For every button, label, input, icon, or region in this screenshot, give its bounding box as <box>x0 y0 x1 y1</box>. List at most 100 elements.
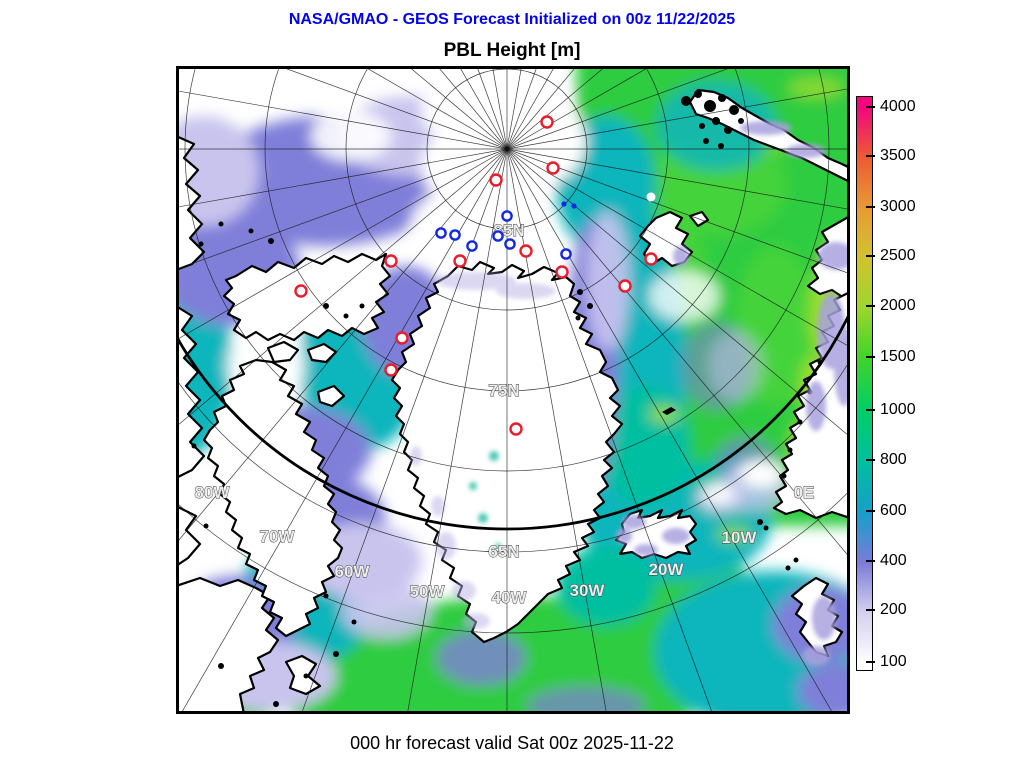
tick-mark <box>866 459 875 461</box>
coast-island <box>284 654 322 696</box>
valid-time-caption: 000 hr forecast valid Sat 00z 2025-11-22 <box>350 733 674 753</box>
meridian-line <box>506 148 849 210</box>
geo-label-20w: 20W <box>649 560 685 579</box>
coast-baffin <box>202 358 344 638</box>
meridian-line <box>506 148 849 274</box>
station-marker-red <box>395 331 409 345</box>
station-marker-blue <box>504 238 516 250</box>
colorbar-tick-label: 200 <box>880 601 907 618</box>
meridian-line <box>506 67 734 150</box>
meridian-line <box>280 67 508 150</box>
colorbar-tick: 600 <box>866 502 907 520</box>
colorbar-tick: 4000 <box>866 98 916 116</box>
meridian-line <box>177 90 508 150</box>
meridian-line <box>180 148 508 713</box>
meridian-line <box>506 88 849 150</box>
coast-bylot <box>316 384 346 408</box>
colorbar-tick: 2500 <box>866 247 916 265</box>
geo-label-10w: 10W <box>722 528 758 547</box>
meridian-line <box>177 148 508 340</box>
meridian-line <box>506 148 607 713</box>
meridian-line <box>177 148 508 543</box>
colorbar-tick-label: 600 <box>880 502 907 519</box>
meridian-line <box>506 148 849 437</box>
station-marker-red <box>489 173 503 187</box>
coast-ellesmere <box>222 252 392 342</box>
meridian-line <box>408 67 508 150</box>
station-markers <box>294 115 658 436</box>
init-subtitle: NASA/GMAO - GEOS Forecast Initialized on… <box>288 11 736 28</box>
tick-mark <box>866 661 875 663</box>
geo-label-40w: 40W <box>492 588 528 607</box>
geo-label-75n: 75N <box>488 381 519 400</box>
colorbar-ticks: 4000 3500 3000 2500 2000 1500 1000 800 600 400 200… <box>861 96 981 670</box>
geo-label-70w: 70W <box>260 527 296 546</box>
forecast-map: 85N 75N 65N 80W 70W 60W 50W 40W 30W 20W 10W 0E <box>176 66 850 714</box>
colorbar-tick: 800 <box>866 451 907 469</box>
colorbar-tick: 400 <box>866 552 907 570</box>
meridian-line <box>177 148 508 270</box>
station-marker-red <box>453 254 467 268</box>
colorbar <box>856 96 873 671</box>
tick-mark <box>866 609 875 611</box>
station-marker-blue <box>466 240 478 252</box>
station-marker-blue <box>449 229 461 241</box>
colorbar-tick-label: 4000 <box>880 98 916 115</box>
geo-label-65n: 65N <box>488 542 519 561</box>
station-marker-red <box>384 254 398 268</box>
coast-devon <box>266 340 300 364</box>
station-marker-red <box>384 363 398 377</box>
station-marker-red <box>618 279 632 293</box>
colorbar-tick-label: 800 <box>880 451 907 468</box>
geo-label-80w: 80W <box>195 483 231 502</box>
colorbar-tick: 1000 <box>866 401 916 419</box>
tick-mark <box>866 255 875 257</box>
coast-mainland <box>177 576 280 713</box>
geo-label-60w: 60W <box>335 562 371 581</box>
colorbar-tick-label: 1000 <box>880 401 916 418</box>
colorbar-tick-label: 2000 <box>880 297 916 314</box>
colorbar-tick: 200 <box>866 601 907 619</box>
meridian-line <box>506 67 606 150</box>
tick-mark <box>866 155 875 157</box>
meridian-line <box>407 148 508 713</box>
coast-novaya-zemlya <box>688 88 849 183</box>
tick-mark <box>866 560 875 562</box>
meridian-line <box>364 67 508 150</box>
station-marker-red <box>555 265 569 279</box>
tick-mark <box>866 510 875 512</box>
graticule <box>177 67 849 713</box>
colorbar-tick-label: 3000 <box>880 198 916 215</box>
meridian-line <box>506 67 650 150</box>
colorbar-tick-label: 400 <box>880 552 907 569</box>
station-marker-dot <box>571 203 577 209</box>
tick-mark <box>866 409 875 411</box>
station-marker-dot <box>561 201 567 207</box>
colorbar-tick: 1500 <box>866 348 916 366</box>
colorbar-tick-label: 1500 <box>880 348 916 365</box>
pole-point <box>504 146 510 152</box>
arctic-circle <box>177 311 849 531</box>
geo-label-0e: 0E <box>794 483 815 502</box>
station-marker-blue <box>560 248 572 260</box>
coast-left-strip <box>177 505 202 567</box>
meridian-line <box>177 148 508 208</box>
colorbar-tick: 2000 <box>866 297 916 315</box>
station-marker-red <box>540 115 554 129</box>
tick-mark <box>866 106 875 108</box>
land-tint-patches <box>410 121 849 666</box>
tick-mark <box>866 206 875 208</box>
station-marker-blue <box>435 227 447 239</box>
station-marker-red <box>509 422 523 436</box>
map-border <box>176 66 850 714</box>
station-marker-red <box>294 284 308 298</box>
colorbar-tick-label: 100 <box>880 653 907 670</box>
colorbar-tick: 3000 <box>866 198 916 216</box>
meridian-line <box>506 148 849 558</box>
meridian-line <box>506 148 849 347</box>
colorbar-tick-label: 2500 <box>880 247 916 264</box>
tick-mark <box>866 305 875 307</box>
